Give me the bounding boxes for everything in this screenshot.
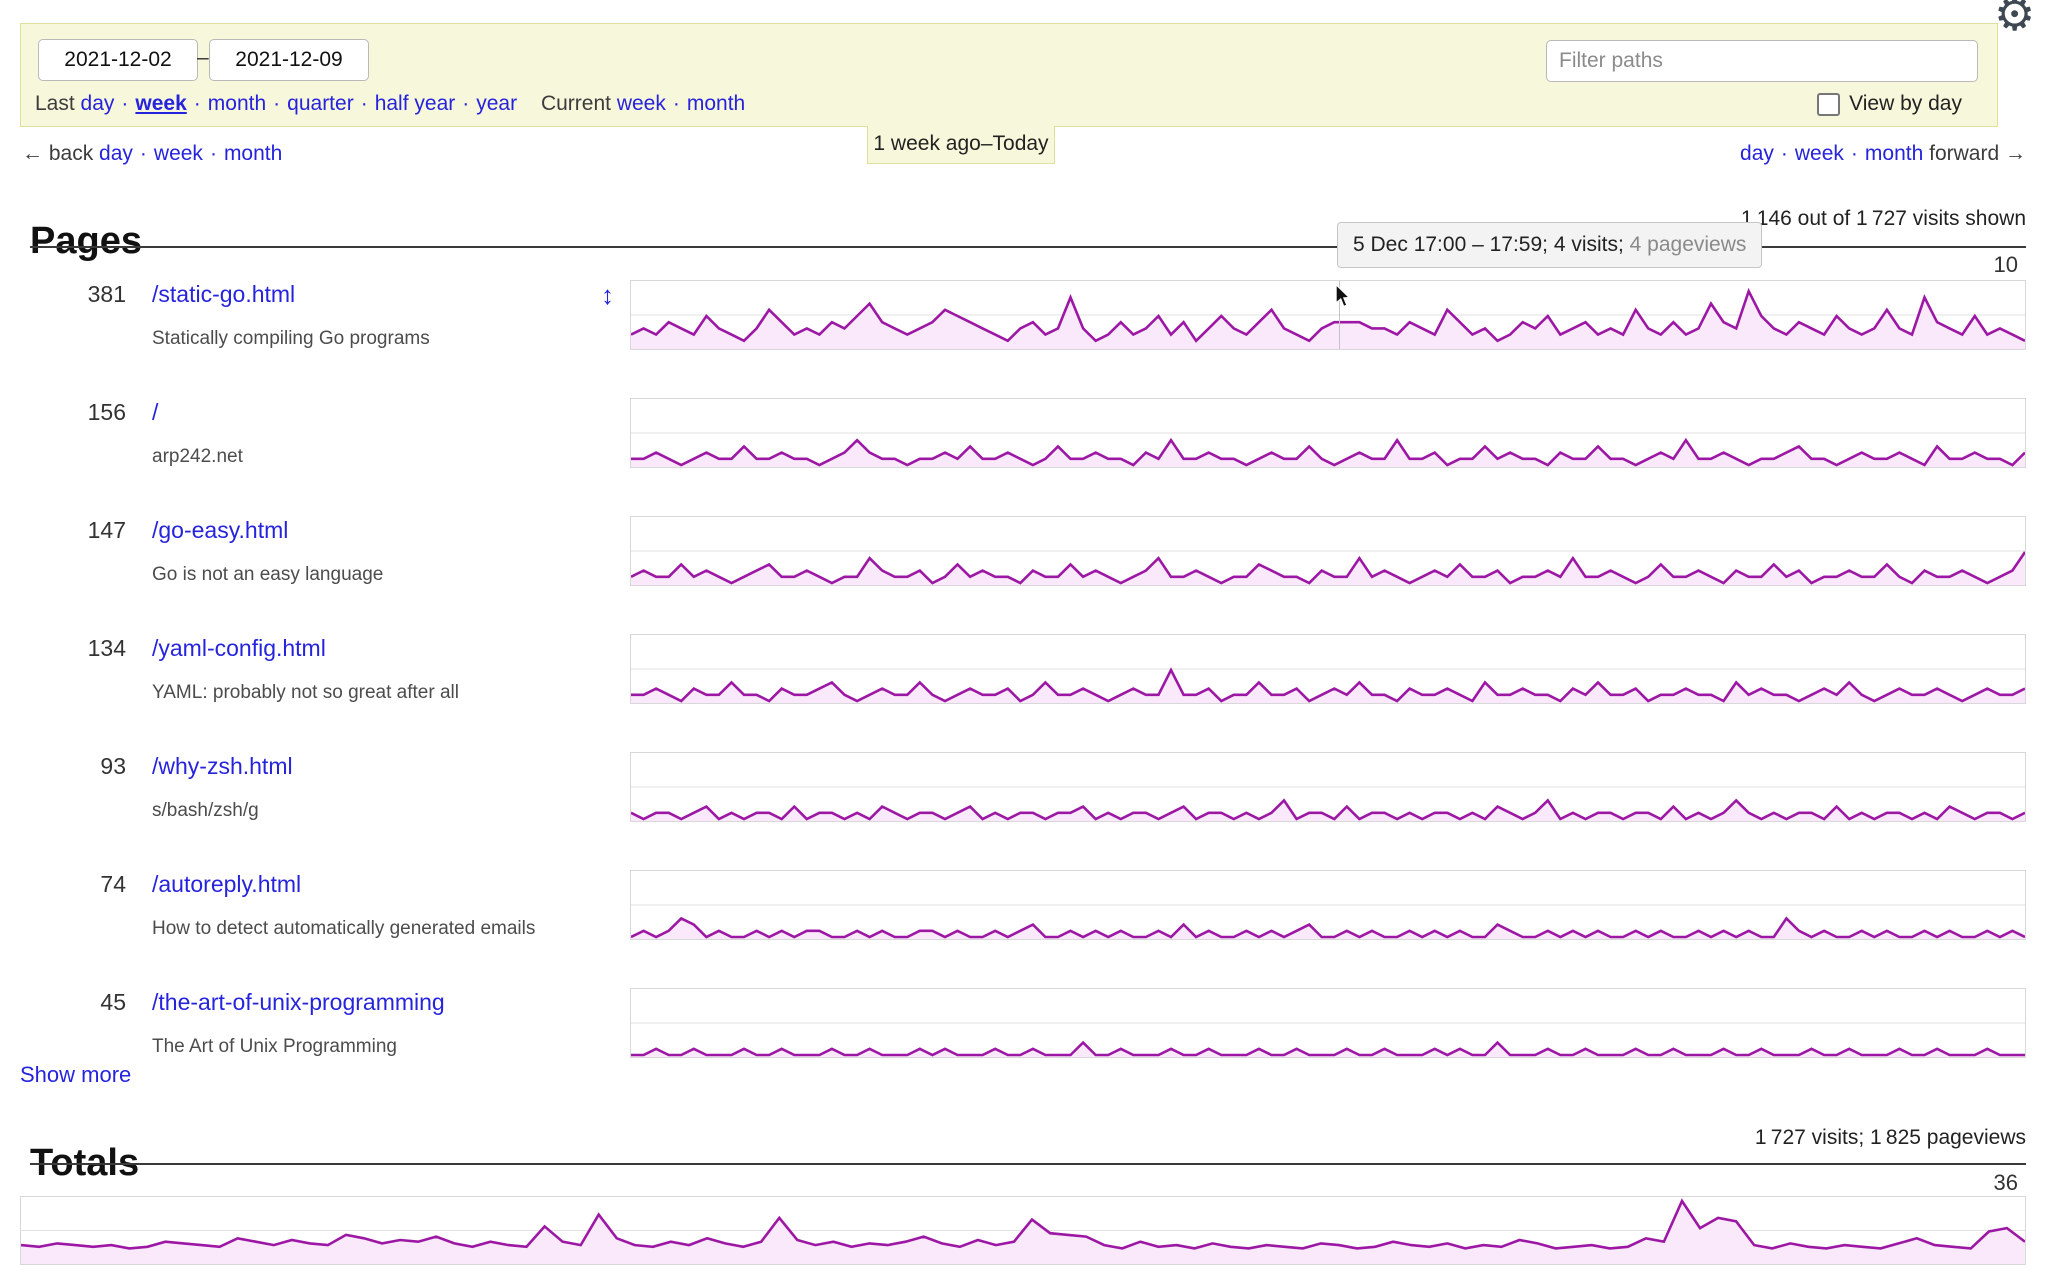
page-sparkline-chart[interactable]	[630, 988, 2026, 1058]
filter-paths-input[interactable]	[1546, 40, 1978, 82]
pages-visits-summary: 1 146 out of 1 727 visits shown	[1740, 207, 2026, 230]
pages-chart-ymax-label: 10	[1993, 252, 2018, 277]
current-label: Current	[540, 92, 611, 115]
period-link-month[interactable]: month	[1864, 142, 1924, 165]
visit-count: 381	[87, 281, 126, 307]
separator: ·	[273, 92, 281, 115]
period-link-half-year[interactable]: half year	[374, 92, 456, 115]
page-sparkline-chart[interactable]	[630, 870, 2026, 940]
pages-heading-rule	[30, 246, 2026, 248]
pages-heading: Pages	[30, 219, 142, 262]
separator: ·	[1780, 142, 1788, 165]
page-sparkline-chart[interactable]	[630, 516, 2026, 586]
visit-count: 134	[87, 635, 126, 661]
separator: ·	[462, 92, 470, 115]
page-title: Statically compiling Go programs	[152, 328, 430, 349]
gear-icon[interactable]: ⚙	[1994, 0, 2036, 40]
visit-count: 147	[87, 517, 126, 543]
date-to-input[interactable]	[209, 39, 369, 81]
separator: ·	[672, 92, 680, 115]
back-label: back	[48, 142, 94, 165]
period-link-day[interactable]: day	[1740, 142, 1774, 165]
page-row: 381 /static-go.html Statically compiling…	[0, 280, 2048, 398]
chart-hover-line	[1339, 281, 1341, 349]
totals-chart-ymax-label: 36	[1993, 1170, 2018, 1195]
view-by-day-label: View by day	[1849, 92, 1962, 115]
date-range-separator: –	[197, 46, 209, 69]
page-title: arp242.net	[152, 446, 243, 467]
page-title: s/bash/zsh/g	[152, 800, 259, 821]
separator: ·	[209, 142, 217, 165]
resize-handle-icon[interactable]: ↕	[601, 280, 614, 310]
page-link[interactable]: /the-art-of-unix-programming	[152, 989, 445, 1015]
page-row: 93 /why-zsh.html s/bash/zsh/g	[0, 752, 2048, 870]
page-link[interactable]: /autoreply.html	[152, 871, 302, 897]
totals-chart[interactable]	[20, 1196, 2026, 1265]
page-title: YAML: probably not so great after all	[152, 682, 459, 703]
separator: ·	[193, 92, 201, 115]
period-link-week[interactable]: week	[1794, 142, 1844, 165]
last-label: Last	[35, 92, 75, 115]
page-row: 45 /the-art-of-unix-programming The Art …	[0, 988, 2048, 1106]
period-link-month[interactable]: month	[223, 142, 283, 165]
back-arrow-icon: ←	[22, 142, 43, 165]
period-link-week[interactable]: week	[153, 142, 203, 165]
page-sparkline-chart[interactable]	[630, 398, 2026, 468]
separator: ·	[139, 142, 147, 165]
controls-bar: – Last day · week · month · quarter · half year ·…	[20, 23, 1998, 127]
page-row: 134 /yaml-config.html YAML: probably not…	[0, 634, 2048, 752]
page-link[interactable]: /	[152, 399, 159, 425]
mouse-cursor-icon	[1335, 284, 1351, 308]
separator: ·	[360, 92, 368, 115]
period-tab: 1 week ago–Today	[867, 126, 1055, 164]
separator: ·	[1850, 142, 1858, 165]
page-link[interactable]: /static-go.html	[152, 281, 296, 307]
forward-arrow-icon: →	[2005, 142, 2026, 165]
view-by-day-toggle[interactable]: View by day	[1817, 92, 1962, 116]
nav-forward-links: day · week · month	[1740, 142, 1923, 165]
date-from-input[interactable]	[38, 39, 198, 81]
totals-heading-rule	[30, 1163, 2026, 1165]
page-title: Go is not an easy language	[152, 564, 384, 585]
nav-back-group: ← back day · week · month	[22, 142, 282, 166]
page-row: 147 /go-easy.html Go is not an easy lang…	[0, 516, 2048, 634]
chart-tooltip: 5 Dec 17:00 – 17:59; 4 visits; 4 pagevie…	[1337, 222, 1763, 268]
page-link[interactable]: /yaml-config.html	[152, 635, 326, 661]
period-link-week[interactable]: week	[616, 92, 666, 115]
period-link-year[interactable]: year	[476, 92, 518, 115]
totals-summary: 1 727 visits; 1 825 pageviews	[1754, 1126, 2026, 1149]
view-by-day-checkbox[interactable]	[1817, 92, 1841, 116]
visit-count: 93	[100, 753, 126, 779]
page-sparkline-chart[interactable]	[630, 280, 2026, 350]
page-sparkline-chart[interactable]	[630, 752, 2026, 822]
totals-heading: Totals	[30, 1141, 140, 1184]
page-sparkline-chart[interactable]	[630, 634, 2026, 704]
period-link-month[interactable]: month	[207, 92, 267, 115]
separator: ·	[121, 92, 129, 115]
nav-forward-group: day · week · month forward →	[1740, 142, 2026, 166]
period-link-day[interactable]: day	[99, 142, 133, 165]
visit-count: 45	[100, 989, 126, 1015]
tooltip-pageviews: 4 pageviews	[1623, 233, 1747, 256]
visit-count: 156	[87, 399, 126, 425]
current-period-links: week · month	[617, 92, 745, 115]
nav-back-links: day · week · month	[99, 142, 282, 165]
show-more-link[interactable]: Show more	[20, 1062, 132, 1087]
period-link-week[interactable]: week	[135, 92, 187, 115]
page-link[interactable]: /why-zsh.html	[152, 753, 293, 779]
last-period-links: day · week · month · quarter · half year · year	[81, 92, 518, 115]
page-link[interactable]: /go-easy.html	[152, 517, 289, 543]
period-link-month[interactable]: month	[686, 92, 746, 115]
visit-count: 74	[100, 871, 126, 897]
period-select-row: Last day · week · month · quarter · half year · ye…	[35, 92, 745, 116]
page-title: How to detect automatically generated em…	[152, 918, 536, 939]
forward-label: forward	[1929, 142, 2000, 165]
period-link-day[interactable]: day	[80, 92, 115, 115]
period-nav-row: ← back day · week · month day · week · month for…	[0, 142, 2048, 168]
page-row: 74 /autoreply.html How to detect automat…	[0, 870, 2048, 988]
page-row: 156 / arp242.net	[0, 398, 2048, 516]
period-link-quarter[interactable]: quarter	[287, 92, 354, 115]
page-title: The Art of Unix Programming	[152, 1036, 397, 1057]
